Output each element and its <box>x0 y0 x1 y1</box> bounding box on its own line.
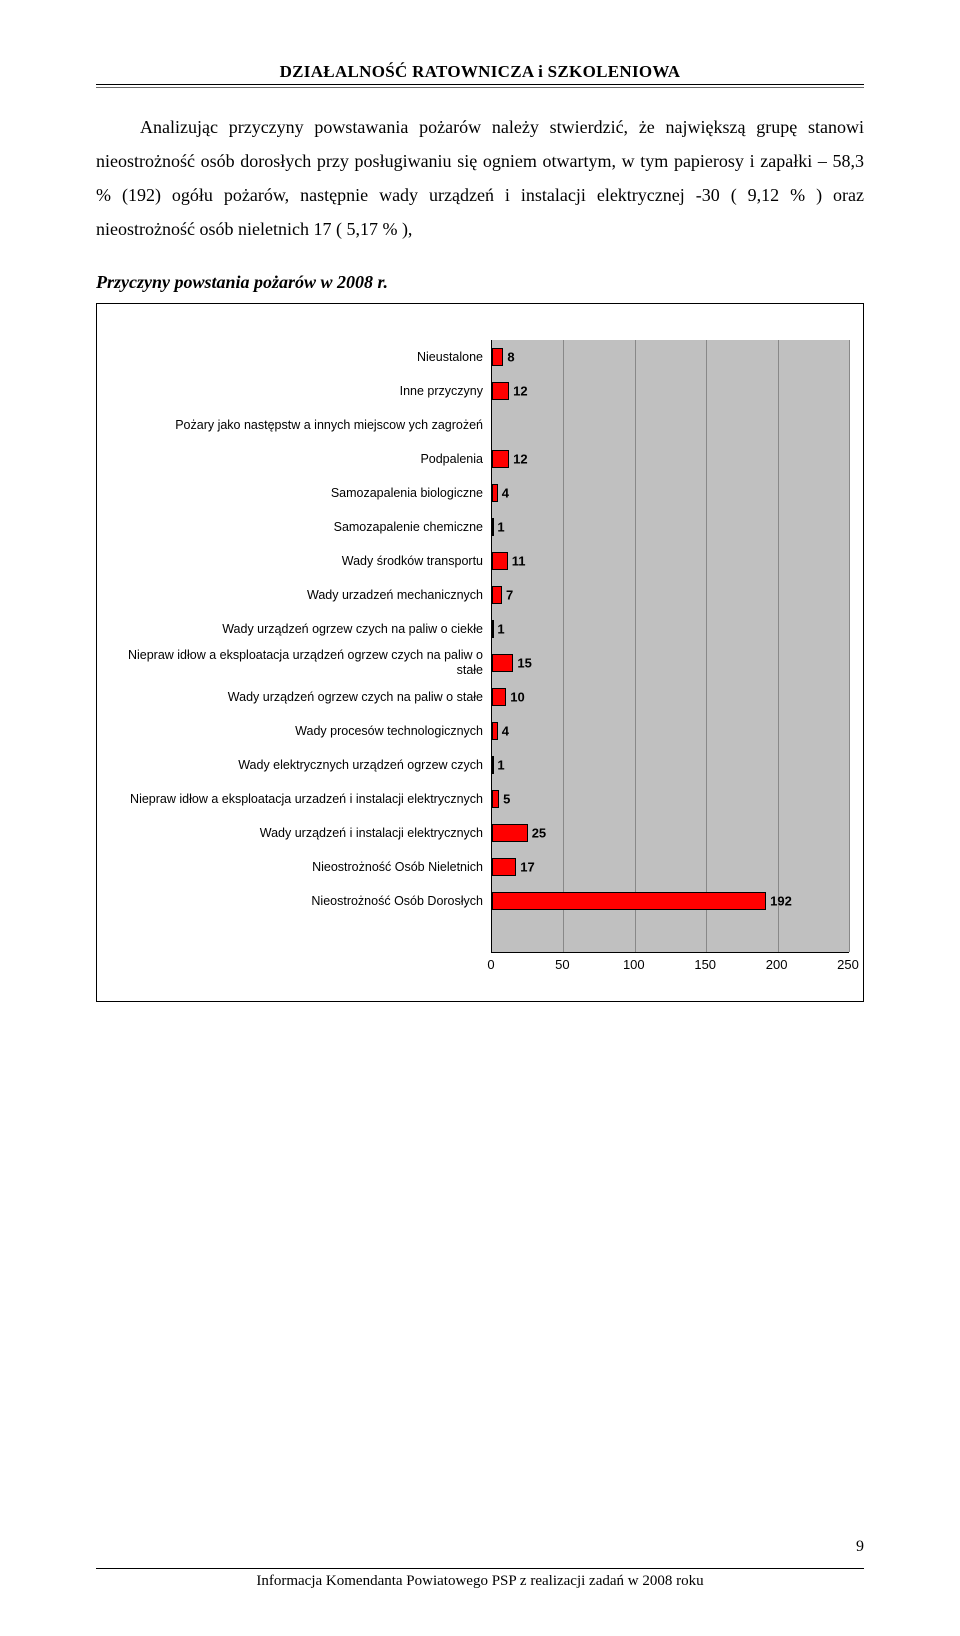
y-label: Wady urzadzeń mechanicznych <box>111 578 491 612</box>
bar <box>492 688 506 706</box>
bar-value-label: 4 <box>502 486 509 501</box>
bar <box>492 654 513 672</box>
footer: Informacja Komendanta Powiatowego PSP z … <box>96 1568 864 1590</box>
y-label: Samozapalenia biologiczne <box>111 476 491 510</box>
bar <box>492 620 494 638</box>
bar-value-label: 12 <box>513 452 527 467</box>
bar <box>492 450 509 468</box>
y-label: Samozapalenie chemiczne <box>111 510 491 544</box>
footer-rule <box>96 1568 864 1569</box>
bar-value-label: 8 <box>507 350 514 365</box>
x-tick: 0 <box>487 957 494 972</box>
bar <box>492 552 508 570</box>
bar-value-label: 15 <box>517 656 531 671</box>
y-label: Pożary jako następstw a innych miejscow … <box>111 408 491 442</box>
running-head: DZIAŁALNOŚĆ RATOWNICZA i SZKOLENIOWA <box>96 62 864 82</box>
bar <box>492 790 499 808</box>
bar-value-label: 192 <box>770 894 792 909</box>
y-label: Podpalenia <box>111 442 491 476</box>
y-axis-labels: NieustaloneInne przyczynyPożary jako nas… <box>111 340 491 979</box>
y-label: Wady urządzeń i instalacji elektrycznych <box>111 816 491 850</box>
gridline <box>563 340 564 952</box>
bar <box>492 518 494 536</box>
bar-value-label: 25 <box>532 826 546 841</box>
y-label: Nieostrożność Osób Nieletnich <box>111 850 491 884</box>
gridline <box>849 340 850 952</box>
x-tick: 250 <box>837 957 859 972</box>
bar-value-label: 17 <box>520 860 534 875</box>
y-label: Wady elektrycznych urządzeń ogrzew czych <box>111 748 491 782</box>
y-label: Niepraw idłow a eksploatacja urzadzeń i … <box>111 782 491 816</box>
bar <box>492 484 498 502</box>
plot-area: 8121241117115104152517192 <box>491 340 849 953</box>
gridline <box>706 340 707 952</box>
bar <box>492 756 494 774</box>
bar-value-label: 4 <box>502 724 509 739</box>
bar-value-label: 10 <box>510 690 524 705</box>
gridline <box>635 340 636 952</box>
x-tick: 150 <box>694 957 716 972</box>
rule-thick <box>96 84 864 85</box>
footer-text: Informacja Komendanta Powiatowego PSP z … <box>96 1573 864 1590</box>
bar-value-label: 1 <box>497 758 504 773</box>
y-label: Inne przyczyny <box>111 374 491 408</box>
bar <box>492 824 528 842</box>
x-axis: 050100150200250 <box>491 953 849 979</box>
chart-frame: NieustaloneInne przyczynyPożary jako nas… <box>96 303 864 1002</box>
x-tick: 50 <box>555 957 569 972</box>
y-label: Nieustalone <box>111 340 491 374</box>
bar-value-label: 7 <box>506 588 513 603</box>
bar <box>492 586 502 604</box>
y-label: Wady urządzeń ogrzew czych na paliw o ci… <box>111 612 491 646</box>
gridline <box>778 340 779 952</box>
bar-value-label: 5 <box>503 792 510 807</box>
bar <box>492 722 498 740</box>
x-tick: 200 <box>766 957 788 972</box>
y-label: Wady środków transportu <box>111 544 491 578</box>
y-label: Nieostrożność Osób Dorosłych <box>111 884 491 918</box>
bar-value-label: 12 <box>513 384 527 399</box>
y-label: Wady procesów technologicznych <box>111 714 491 748</box>
y-label: Wady urządzeń ogrzew czych na paliw o st… <box>111 680 491 714</box>
bar <box>492 892 766 910</box>
paragraph-1: Analizując przyczyny powstawania pożarów… <box>96 110 864 247</box>
bar <box>492 348 503 366</box>
chart-caption: Przyczyny powstania pożarów w 2008 r. <box>96 272 864 293</box>
bar-value-label: 1 <box>497 520 504 535</box>
bar-value-label: 1 <box>497 622 504 637</box>
bar-value-label: 11 <box>512 554 526 569</box>
bar <box>492 382 509 400</box>
bar <box>492 858 516 876</box>
page-number: 9 <box>856 1538 864 1556</box>
y-label: Niepraw idłow a eksploatacja urządzeń og… <box>111 646 491 680</box>
x-tick: 100 <box>623 957 645 972</box>
rule-thin <box>96 87 864 88</box>
